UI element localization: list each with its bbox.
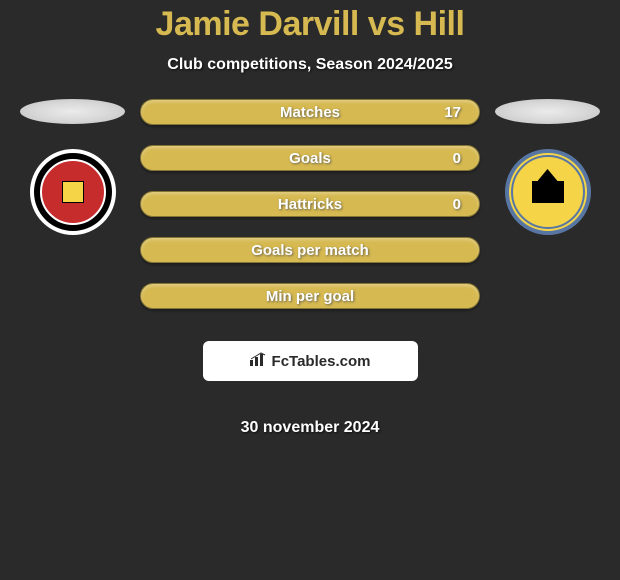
stat-label: Hattricks xyxy=(278,196,342,213)
left-club-badge xyxy=(30,149,116,235)
comparison-subtitle: Club competitions, Season 2024/2025 xyxy=(167,56,452,74)
stat-bar-hattricks: Hattricks 0 xyxy=(140,191,480,217)
footer-brand-box: FcTables.com xyxy=(203,341,418,381)
left-ellipse-placeholder xyxy=(20,99,125,124)
stat-label: Min per goal xyxy=(266,288,354,305)
stat-value: 17 xyxy=(444,104,461,121)
stat-label: Goals xyxy=(289,150,331,167)
stat-bar-goals: Goals 0 xyxy=(140,145,480,171)
stat-label: Matches xyxy=(280,104,340,121)
right-club-badge xyxy=(505,149,591,235)
left-player-column xyxy=(20,99,125,235)
right-ellipse-placeholder xyxy=(495,99,600,124)
stat-label: Goals per match xyxy=(251,242,369,259)
comparison-widget: Jamie Darvill vs Hill Club competitions,… xyxy=(0,0,620,437)
stat-bar-matches: Matches 17 xyxy=(140,99,480,125)
left-crest-icon xyxy=(62,181,84,203)
stat-bar-min-per-goal: Min per goal xyxy=(140,283,480,309)
date-text: 30 november 2024 xyxy=(241,419,380,437)
stat-value: 0 xyxy=(453,196,461,213)
right-player-column xyxy=(495,99,600,235)
footer-brand-text: FcTables.com xyxy=(272,353,371,370)
main-comparison-area: Matches 17 Goals 0 Hattricks 0 Goals per… xyxy=(0,99,620,437)
stats-bars-column: Matches 17 Goals 0 Hattricks 0 Goals per… xyxy=(140,99,480,437)
stat-value: 0 xyxy=(453,150,461,167)
chart-icon xyxy=(250,352,268,371)
comparison-title: Jamie Darvill vs Hill xyxy=(156,5,465,44)
stat-bar-goals-per-match: Goals per match xyxy=(140,237,480,263)
ship-icon xyxy=(532,181,564,203)
